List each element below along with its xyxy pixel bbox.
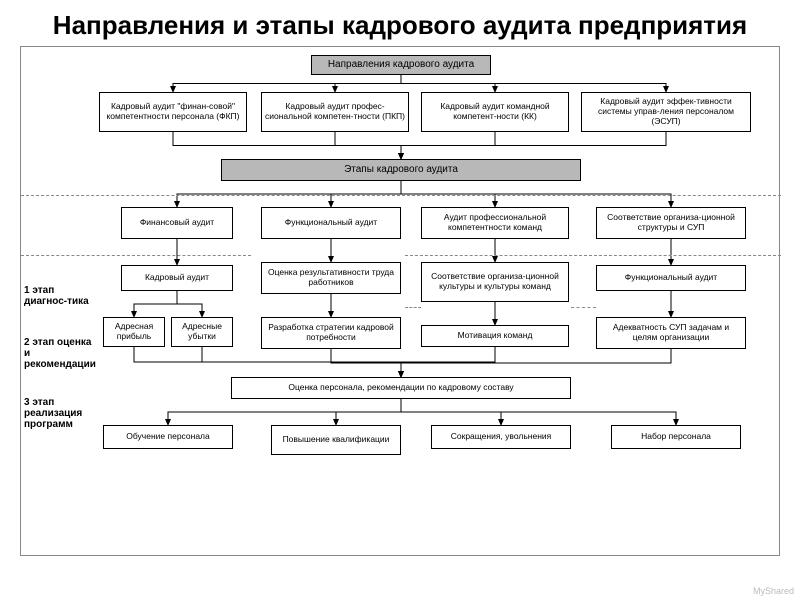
node-c2r1: Функциональный аудит: [261, 207, 401, 239]
node-eval: Оценка персонала, рекомендации по кадров…: [231, 377, 571, 399]
node-stages_hdr: Этапы кадрового аудита: [221, 159, 581, 181]
stage-label-s2: 2 этап оценка и рекомендации: [24, 337, 99, 370]
node-c1b: Адресные убытки: [171, 317, 233, 347]
node-dir3: Кадровый аудит командной компетент-ности…: [421, 92, 569, 132]
dashed-line: [405, 307, 421, 308]
node-c4r2: Функциональный аудит: [596, 265, 746, 291]
flowchart-diagram: Направления кадрового аудита Кадровый ауд…: [20, 46, 780, 556]
node-c3r3: Мотивация команд: [421, 325, 569, 347]
stage-label-s3: 3 этап реализация программ: [24, 397, 99, 430]
node-c4r1: Соответствие организа-ционной структуры …: [596, 207, 746, 239]
node-dir2: Кадровый аудит профес-сиональной компете…: [261, 92, 409, 132]
dashed-line: [571, 307, 596, 308]
node-c2r2: Оценка результативности труда работников: [261, 262, 401, 294]
dashed-line: [405, 255, 781, 256]
stage-label-s1: 1 этап диагнос-тика: [24, 285, 99, 307]
node-dir4: Кадровый аудит эффек-тивности системы уп…: [581, 92, 751, 132]
node-out3: Сокращения, увольнения: [431, 425, 571, 449]
node-c1r1: Финансовый аудит: [121, 207, 233, 239]
node-out2: Повышение квалификации: [271, 425, 401, 455]
node-dir1: Кадровый аудит "финан-совой" компетентно…: [99, 92, 247, 132]
watermark: MyShared: [753, 586, 794, 596]
node-root: Направления кадрового аудита: [311, 55, 491, 75]
node-c3r2: Соответствие организа-ционной культуры и…: [421, 262, 569, 302]
node-out4: Набор персонала: [611, 425, 741, 449]
node-c1r2: Кадровый аудит: [121, 265, 233, 291]
dashed-line: [21, 255, 251, 256]
page-title: Направления и этапы кадрового аудита пре…: [0, 0, 800, 46]
node-c2r3: Разработка стратегии кадровой потребност…: [261, 317, 401, 349]
node-c1a: Адресная прибыль: [103, 317, 165, 347]
node-c3r1: Аудит профессиональной компетентности ко…: [421, 207, 569, 239]
node-out1: Обучение персонала: [103, 425, 233, 449]
dashed-line: [21, 195, 781, 196]
node-c4r3: Адекватность СУП задачам и целям организ…: [596, 317, 746, 349]
